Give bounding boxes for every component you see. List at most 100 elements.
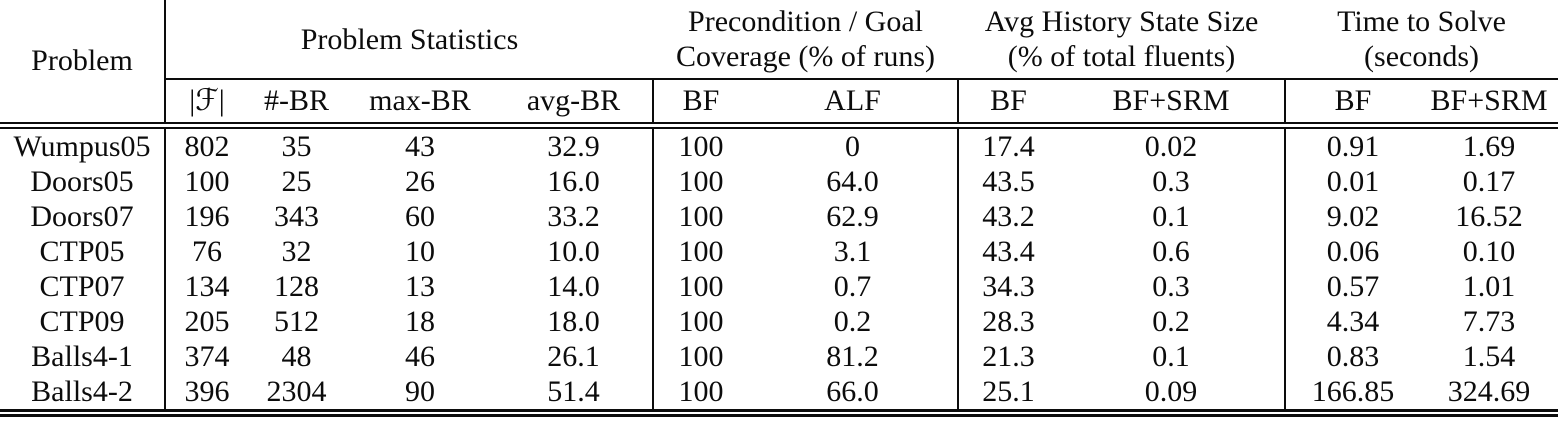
cell-avg-br: 51.4 — [495, 373, 654, 417]
results-table: Problem Problem Statistics Precondition … — [0, 0, 1558, 417]
cell-max-br: 18 — [405, 304, 435, 338]
cell-fluents: 76 — [192, 234, 222, 268]
cell-avg-br: 10.0 — [495, 233, 654, 269]
cell-time-bf-srm: 7.73 — [1462, 304, 1516, 338]
cell-num-br: 32 — [281, 234, 312, 268]
group-header-precondition-goal-coverage: Precondition / Goal Coverage (% of runs) — [653, 0, 959, 80]
table-row: CTP07 134 128 13 14.0 100 0.7 34.3 0.3 0… — [0, 268, 1558, 304]
cell-problem: Doors07 — [0, 198, 166, 234]
cell-fluents: 802 — [184, 129, 230, 163]
cell-problem: CTP07 — [0, 268, 166, 304]
cell-history-bf-srm: 0.09 — [1058, 373, 1287, 417]
cell-precond-alf: 3.1 — [748, 233, 960, 269]
cell-history-bf-srm: 0.02 — [1058, 125, 1287, 164]
subcol-header-fluents: |ℱ| — [165, 79, 248, 129]
cell-precond-bf: 100 — [678, 199, 724, 233]
subcol-header-history-bf-srm: BF+SRM — [1058, 79, 1287, 129]
cell-fluents: 205 — [184, 304, 230, 338]
cell-num-br: 48 — [281, 339, 312, 373]
cell-num-br: 343 — [274, 199, 319, 233]
subcol-header-precond-alf: ALF — [748, 79, 960, 129]
cell-history-bf: 43.5 — [982, 164, 1035, 198]
cell-time-bf: 9.02 — [1326, 199, 1380, 233]
group-header-avg-history-state-size: Avg History State Size (% of total fluen… — [958, 0, 1286, 80]
cell-time-bf-srm: 0.17 — [1462, 164, 1516, 198]
table-row: Balls4-2 396 2304 90 51.4 100 66.0 25.1 … — [0, 373, 1558, 417]
cell-num-br: 512 — [274, 304, 319, 338]
cell-fluents: 100 — [184, 164, 230, 198]
cell-max-br: 60 — [405, 199, 435, 233]
cell-history-bf: 43.2 — [982, 199, 1035, 233]
cell-precond-alf: 0 — [748, 125, 960, 164]
cell-max-br: 90 — [345, 373, 495, 417]
cell-avg-br: 16.0 — [495, 163, 654, 199]
cell-num-br: 128 — [274, 269, 319, 303]
cell-history-bf: 21.3 — [982, 339, 1035, 373]
subcol-header-num-br: #-BR — [248, 79, 345, 129]
cell-time-bf: 0.83 — [1326, 339, 1380, 373]
cell-precond-bf: 100 — [678, 304, 724, 338]
cell-history-bf-srm: 0.3 — [1058, 268, 1287, 304]
cell-precond-alf: 81.2 — [748, 338, 960, 374]
cell-time-bf-srm: 0.10 — [1462, 234, 1516, 268]
cell-time-bf: 0.57 — [1326, 269, 1380, 303]
group-header-time-to-solve: Time to Solve (seconds) — [1285, 0, 1558, 80]
column-header-problem: Problem — [0, 0, 166, 129]
cell-precond-bf: 100 — [678, 164, 724, 198]
cell-problem: Balls4-2 — [0, 373, 166, 417]
cell-problem: CTP09 — [0, 303, 166, 339]
group-header-problem-statistics: Problem Statistics — [165, 0, 653, 80]
cell-max-br: 26 — [405, 164, 435, 198]
cell-num-br: 25 — [281, 164, 312, 198]
table-header: Problem Problem Statistics Precondition … — [0, 0, 1558, 129]
cell-precond-alf: 0.7 — [748, 268, 960, 304]
cell-precond-bf: 100 — [678, 234, 724, 268]
cell-problem: Doors05 — [0, 163, 166, 199]
table-row: Doors07 196 343 60 33.2 100 62.9 43.2 0.… — [0, 198, 1558, 234]
cell-history-bf-srm: 0.1 — [1058, 198, 1287, 234]
cell-history-bf: 28.3 — [982, 304, 1035, 338]
cell-time-bf: 0.01 — [1326, 164, 1380, 198]
table-body: Wumpus05 802 35 43 32.9 100 0 17.4 0.02 … — [0, 125, 1558, 417]
cell-problem: CTP05 — [0, 233, 166, 269]
subcol-header-max-br: max-BR — [345, 79, 495, 129]
subcol-header-history-bf: BF — [958, 79, 1059, 129]
cell-max-br: 13 — [405, 269, 435, 303]
cell-avg-br: 32.9 — [495, 125, 654, 164]
cell-precond-alf: 0.2 — [748, 303, 960, 339]
cell-time-bf-srm: 1.01 — [1462, 269, 1516, 303]
cell-problem: Balls4-1 — [0, 338, 166, 374]
cell-time-bf: 0.91 — [1326, 129, 1380, 163]
table-row: CTP09 205 512 18 18.0 100 0.2 28.3 0.2 4… — [0, 303, 1558, 339]
subcol-header-precond-bf: BF — [653, 79, 748, 129]
cell-fluents: 134 — [184, 269, 230, 303]
cell-problem: Wumpus05 — [0, 125, 166, 164]
cell-precond-alf: 64.0 — [748, 163, 960, 199]
cell-num-br: 35 — [281, 129, 312, 163]
cell-time-bf: 4.34 — [1326, 304, 1380, 338]
subcol-header-time-bf: BF — [1285, 79, 1421, 129]
table-row: CTP05 76 32 10 10.0 100 3.1 43.4 0.6 0.0… — [0, 233, 1558, 269]
cell-precond-alf: 66.0 — [748, 373, 960, 417]
subcol-header-time-bf-srm: BF+SRM — [1420, 79, 1558, 129]
cell-history-bf-srm: 0.1 — [1058, 338, 1287, 374]
cell-max-br: 46 — [405, 339, 435, 373]
cell-fluents: 374 — [184, 339, 230, 373]
group-header-row: Problem Problem Statistics Precondition … — [0, 0, 1558, 129]
cell-precond-bf: 100 — [678, 339, 724, 373]
cell-precond-alf: 62.9 — [748, 198, 960, 234]
cell-history-bf: 25.1 — [958, 373, 1059, 417]
cell-max-br: 10 — [405, 234, 435, 268]
cell-num-br: 2304 — [248, 373, 345, 417]
cell-history-bf-srm: 0.3 — [1058, 163, 1287, 199]
cell-history-bf: 43.4 — [982, 234, 1035, 268]
cell-time-bf-srm: 16.52 — [1455, 199, 1523, 233]
cell-history-bf-srm: 0.2 — [1058, 303, 1287, 339]
cell-history-bf-srm: 0.6 — [1058, 233, 1287, 269]
cell-time-bf-srm: 324.69 — [1420, 373, 1558, 417]
cell-avg-br: 18.0 — [495, 303, 654, 339]
cell-precond-bf: 100 — [678, 269, 724, 303]
cell-time-bf-srm: 1.69 — [1462, 129, 1516, 163]
cell-avg-br: 26.1 — [495, 338, 654, 374]
